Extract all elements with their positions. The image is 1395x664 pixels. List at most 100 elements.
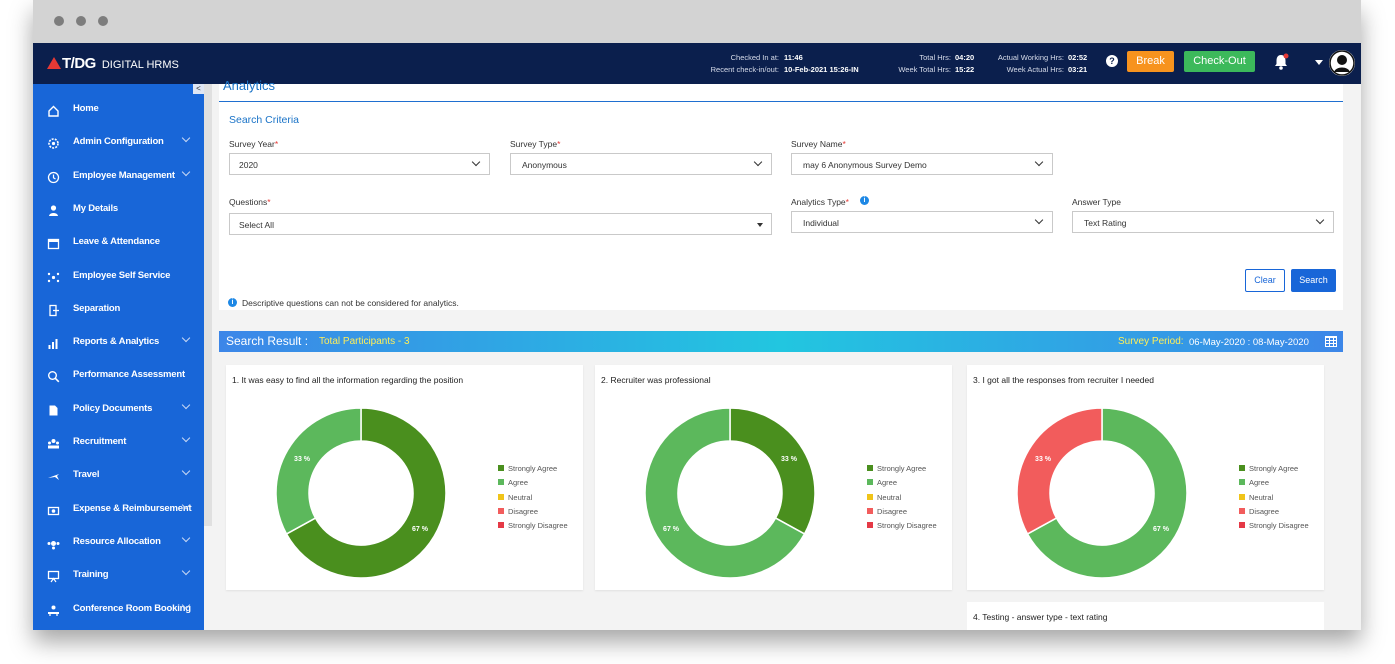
donut-slice[interactable] (1016, 407, 1103, 535)
help-icon[interactable]: ? (1106, 55, 1118, 67)
analytics-note: Descriptive questions can not be conside… (242, 298, 459, 308)
sidebar-item-my-details[interactable]: My Details (33, 193, 204, 226)
home-icon (48, 105, 59, 117)
question-card: 1. It was easy to find all the informati… (226, 365, 583, 590)
donut-slice[interactable] (729, 407, 816, 535)
legend-item[interactable]: Neutral (498, 493, 568, 507)
bell-icon[interactable] (1273, 53, 1289, 71)
legend-item[interactable]: Neutral (867, 493, 937, 507)
sidebar-item-leave-attendance[interactable]: Leave & Attendance (33, 226, 204, 259)
checked-in-label: Checked In at: (730, 53, 779, 62)
sidebar-scrollbar[interactable] (204, 84, 212, 526)
legend-item[interactable]: Agree (867, 478, 937, 492)
donut-slice[interactable] (1026, 407, 1188, 579)
legend-item[interactable]: Strongly Agree (498, 464, 568, 478)
actual-working-label: Actual Working Hrs: (997, 53, 1064, 62)
info-icon[interactable]: i (860, 196, 869, 205)
sidebar-item-employee-management[interactable]: Employee Management (33, 160, 204, 193)
chevron-down-icon (1034, 157, 1044, 167)
survey-year-label: Survey Year* (229, 139, 278, 149)
legend-item[interactable]: Agree (498, 478, 568, 492)
sidebar-item-expense-reimbursement[interactable]: Expense & Reimbursement (33, 493, 204, 526)
donut-chart: 67 % 33 % (1016, 407, 1188, 579)
chevron-down-icon (181, 333, 191, 343)
legend-swatch (498, 507, 504, 514)
chevron-down-icon[interactable] (1315, 60, 1323, 65)
resource-icon (47, 540, 60, 550)
week-total-label: Week Total Hrs: (898, 65, 951, 74)
exit-icon (49, 304, 59, 316)
survey-year-select[interactable]: 2020 (229, 153, 490, 175)
slice-percent-label: 67 % (1153, 526, 1170, 533)
survey-name-select[interactable]: may 6 Anonymous Survey Demo (791, 153, 1053, 175)
search-button[interactable]: Search (1291, 269, 1336, 292)
donut-slice[interactable] (644, 407, 806, 579)
sidebar-item-conference-room-booking[interactable]: Conference Room Booking (33, 593, 204, 626)
legend-label: Strongly Agree (877, 464, 927, 473)
required-mark: * (267, 197, 271, 207)
sidebar-item-admin-configuration[interactable]: Admin Configuration (33, 126, 204, 159)
legend-item[interactable]: Strongly Disagree (498, 521, 568, 535)
sidebar-item-performance-assessment[interactable]: Performance Assessment (33, 359, 204, 392)
checkout-button[interactable]: Check-Out (1184, 51, 1255, 72)
sidebar-item-employee-self-service[interactable]: Employee Self Service (33, 260, 204, 293)
sidebar-item-label: Home (73, 103, 99, 114)
search-result-bar: Search Result : Total Participants - 3 S… (219, 331, 1343, 352)
legend-item[interactable]: Disagree (1239, 507, 1309, 521)
top-bar: T/DG DIGITAL HRMS Checked In at: 11:46 Re… (33, 43, 1361, 84)
sidebar-item-policy-documents[interactable]: Policy Documents (33, 393, 204, 426)
app-window: T/DG DIGITAL HRMS Checked In at: 11:46 Re… (33, 0, 1361, 630)
sidebar-item-home[interactable]: Home (33, 93, 204, 126)
legend-item[interactable]: Strongly Disagree (1239, 521, 1309, 535)
legend-swatch (498, 479, 504, 486)
questions-value: Select All (239, 220, 274, 230)
legend-item[interactable]: Agree (1239, 478, 1309, 492)
break-button[interactable]: Break (1127, 51, 1174, 72)
survey-type-select[interactable]: Anonymous (510, 153, 772, 175)
donut-slice[interactable] (275, 407, 362, 535)
legend-swatch (1239, 465, 1245, 471)
sidebar-item-resource-allocation[interactable]: Resource Allocation (33, 526, 204, 559)
plane-icon (48, 474, 59, 481)
network-icon (47, 272, 60, 282)
legend-item[interactable]: Neutral (1239, 493, 1309, 507)
answer-type-select[interactable]: Text Rating (1072, 211, 1334, 233)
questions-select[interactable]: Select All (229, 213, 772, 235)
sidebar-item-recruitment[interactable]: Recruitment (33, 426, 204, 459)
sidebar-item-reports-analytics[interactable]: Reports & Analytics (33, 326, 204, 359)
legend-item[interactable]: Disagree (867, 507, 937, 521)
slice-percent-label: 33 % (1035, 456, 1052, 463)
grid-view-icon[interactable] (1325, 336, 1337, 347)
chart-legend: Strongly Agree Agree Neutral Disagree Strong… (867, 464, 937, 535)
clear-button[interactable]: Clear (1245, 269, 1285, 292)
legend-swatch (1239, 507, 1245, 514)
brand-logo[interactable]: T/DG DIGITAL HRMS (47, 55, 179, 72)
legend-item[interactable]: Disagree (498, 507, 568, 521)
survey-name-label-text: Survey Name (791, 139, 843, 149)
sidebar-item-training[interactable]: Training (33, 559, 204, 592)
sidebar-item-label: Performance Assessment (73, 369, 185, 381)
user-silhouette-icon (1329, 50, 1355, 76)
survey-type-label: Survey Type* (510, 139, 560, 149)
legend-item[interactable]: Strongly Disagree (867, 521, 937, 535)
week-actual-label: Week Actual Hrs: (1006, 65, 1064, 74)
legend-label: Neutral (877, 492, 902, 502)
chevron-down-icon (181, 467, 191, 476)
sidebar-item-travel[interactable]: Travel (33, 459, 204, 492)
donut-slice[interactable] (285, 407, 447, 579)
legend-label: Agree (877, 478, 898, 488)
required-mark: * (557, 139, 561, 149)
search-result-title: Search Result : (226, 334, 309, 348)
legend-item[interactable]: Strongly Agree (1239, 464, 1309, 478)
legend-label: Strongly Agree (1249, 464, 1299, 473)
legend-item[interactable]: Strongly Agree (867, 464, 937, 478)
analytics-type-select[interactable]: Individual (791, 211, 1053, 233)
avatar[interactable] (1329, 50, 1355, 76)
answer-type-value: Text Rating (1084, 218, 1127, 228)
required-mark: * (842, 139, 846, 149)
sidebar-item-separation[interactable]: Separation (33, 293, 204, 326)
chevron-down-icon (181, 167, 191, 176)
sidebar-collapse-button[interactable]: < (193, 84, 204, 94)
chart-legend: Strongly Agree Agree Neutral Disagree Strong… (1239, 464, 1309, 535)
window-dot (98, 16, 108, 26)
